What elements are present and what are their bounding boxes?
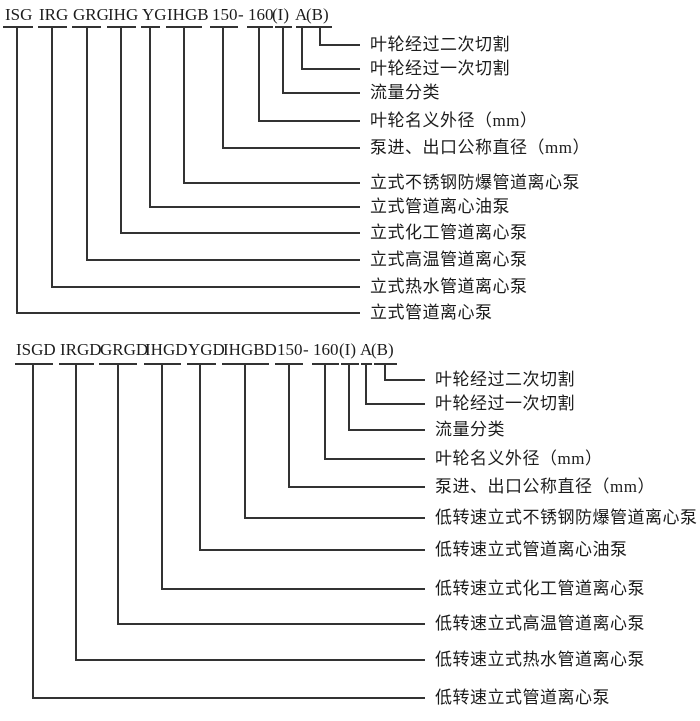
model-code-token: ISGD [16,340,56,359]
leader-line [301,26,360,70]
leader-line [183,26,360,184]
code-underline [296,26,310,28]
leader-line [258,26,360,122]
model-code-token: 150 [277,340,303,359]
leader-line [86,26,360,261]
model-code-token: (B) [371,340,394,359]
leader-line [16,26,360,314]
model-code-token: (I) [339,340,356,359]
code-meaning-label: 泵进、出口公称直径（mm） [435,477,655,496]
code-meaning-label: 叶轮经过二次切割 [370,35,510,54]
model-code-token: A [360,340,373,359]
code-meaning-label: 流量分类 [370,83,440,102]
leader-line [199,363,425,551]
model-code-token: IHG [108,5,139,24]
leader-line [161,363,425,590]
model-code-token: ISG [5,5,33,24]
model-code-token: YG [142,5,167,24]
leader-line [288,363,425,488]
leader-line [222,26,360,149]
code-meaning-label: 叶轮经过二次切割 [435,370,575,389]
code-underline [15,363,53,365]
model-code-token: (B) [306,5,329,24]
leader-line [384,363,425,381]
leader-line [365,363,425,405]
model-code-token: YGD [188,340,225,359]
code-meaning-label: 立式热水管道离心泵 [370,277,528,296]
code-meaning-label: 立式不锈钢防爆管道离心泵 [370,173,580,192]
code-meaning-label: 低转速立式不锈钢防爆管道离心泵 [435,508,698,527]
code-meaning-label: 立式高温管道离心泵 [370,250,528,269]
leader-line [348,363,425,431]
model-code-token: 160 [313,340,339,359]
code-underline [310,26,332,28]
model-code-token: IRG [39,5,69,24]
model-code-token: GRGD [100,340,149,359]
code-underline [341,363,359,365]
leader-line [75,363,425,661]
code-meaning-label: 立式管道离心泵 [370,303,493,322]
code-meaning-label: 流量分类 [435,420,505,439]
code-meaning-label: 低转速立式高温管道离心泵 [435,614,645,633]
code-meaning-label: 叶轮经过一次切割 [370,59,510,78]
leader-line [149,26,360,208]
model-code-token: 160 [248,5,274,24]
leader-line [117,363,425,625]
code-meaning-label: 泵进、出口公称直径（mm） [370,138,590,157]
code-meaning-label: 低转速立式管道离心油泵 [435,540,628,559]
model-code-token: IHGB [167,5,209,24]
code-meaning-label: 低转速立式化工管道离心泵 [435,579,645,598]
leader-line [32,363,425,699]
leader-line [324,363,425,460]
code-underline [3,26,33,28]
code-meaning-label: 叶轮名义外径（mm） [370,111,538,130]
model-code-token: IRGD [60,340,102,359]
leader-line [120,26,360,234]
model-code-token: IHGD [145,340,188,359]
code-meaning-label: 立式化工管道离心泵 [370,223,528,242]
code-meaning-label: 立式管道离心油泵 [370,197,510,216]
code-meaning-label: 低转速立式热水管道离心泵 [435,650,645,669]
code-underline [247,26,273,28]
model-code-token: GRG [73,5,109,24]
code-underline [210,26,238,28]
code-meaning-label: 叶轮经过一次切割 [435,394,575,413]
model-code-token: - [303,340,309,359]
leader-line [319,26,360,46]
leader-line [282,26,360,94]
model-code-token: 150 [212,5,238,24]
model-code-token: (I) [272,5,289,24]
model-code-token: IHGBD [223,340,277,359]
code-underline [187,363,216,365]
leader-line [51,26,360,288]
model-code-token: - [238,5,244,24]
leader-line [244,363,425,519]
code-meaning-label: 叶轮名义外径（mm） [435,449,603,468]
code-meaning-label: 低转速立式管道离心泵 [435,688,610,707]
model-code-token: A [295,5,308,24]
